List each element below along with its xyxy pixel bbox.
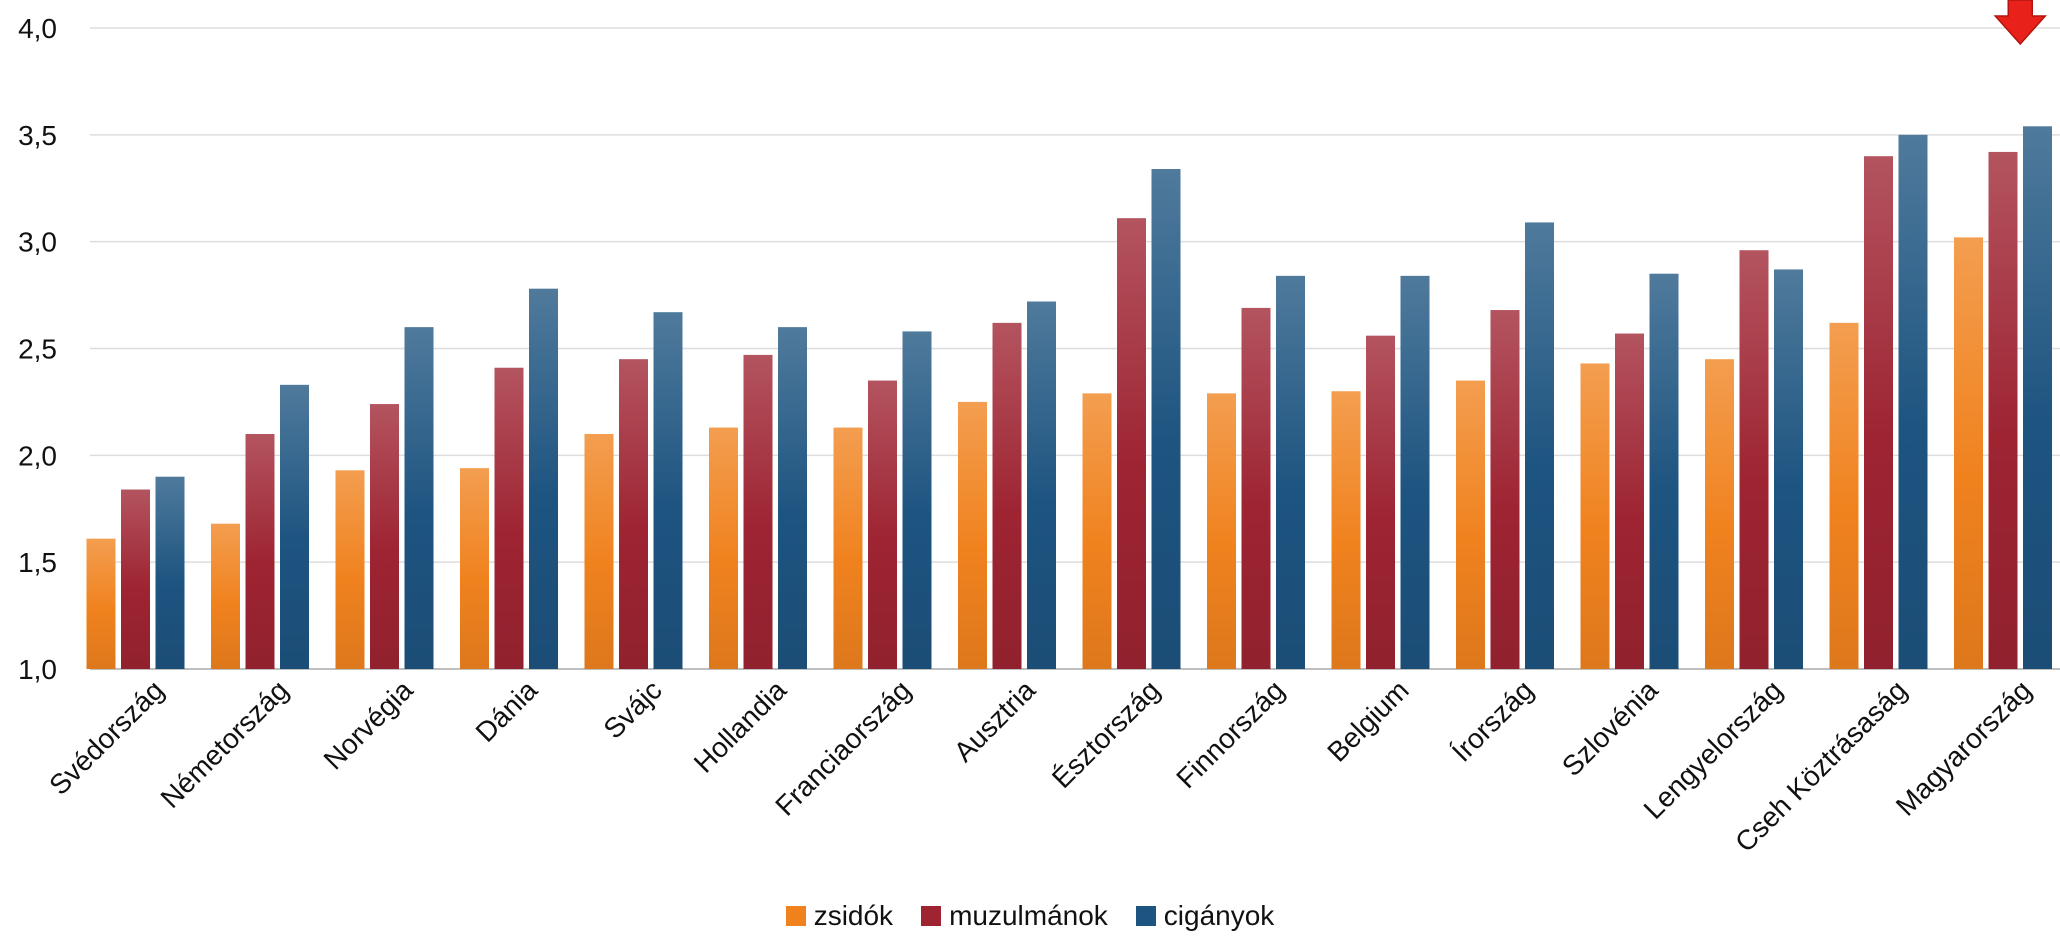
y-tick-label: 3,5 <box>18 120 57 151</box>
legend-label: zsidók <box>813 900 894 931</box>
bar-cigányok <box>1774 269 1803 669</box>
bar-muzulmánok <box>1864 156 1893 669</box>
bar-zsidók <box>958 401 987 669</box>
bar-muzulmánok <box>1366 335 1395 669</box>
bar-zsidók <box>584 433 614 669</box>
bar-cigányok <box>1276 275 1305 669</box>
bar-muzulmánok <box>868 380 897 669</box>
annotations <box>1993 0 2047 46</box>
x-tick-label: Szlovénia <box>1556 674 1664 782</box>
bar-cigányok <box>280 384 309 669</box>
bar-cigányok <box>404 327 434 669</box>
x-tick-label: Hollandia <box>688 674 793 779</box>
y-tick-label: 3,0 <box>18 227 57 258</box>
bar-zsidók <box>1829 322 1859 669</box>
bar-zsidók <box>1580 363 1610 669</box>
bar-cigányok <box>1898 134 1928 670</box>
bar-muzulmánok <box>1739 250 1769 670</box>
bar-cigányok <box>902 331 932 669</box>
bar-zsidók <box>1456 380 1485 669</box>
bar-zsidók <box>709 427 738 669</box>
bar-cigányok <box>1400 275 1430 669</box>
legend-swatch <box>785 906 806 926</box>
bar-muzulmánok <box>1117 218 1146 669</box>
legend-swatch <box>921 906 942 926</box>
bar-cigányok <box>2023 126 2052 669</box>
bar-zsidók <box>1954 237 1983 670</box>
x-tick-label: Írország <box>1446 674 1539 767</box>
legend-item: cigányok <box>1135 900 1275 932</box>
legend-item: zsidók <box>785 900 894 932</box>
bar-cigányok <box>1649 273 1679 669</box>
bar-muzulmánok <box>245 433 275 669</box>
bar-muzulmánok <box>619 359 648 669</box>
y-tick-label: 1,5 <box>18 547 57 578</box>
bar-cigányok <box>1525 222 1554 670</box>
bar-zsidók <box>1705 359 1734 669</box>
bar-zsidók <box>211 523 240 669</box>
bar-zsidók <box>1331 391 1361 669</box>
bar-zsidók <box>460 468 489 669</box>
x-tick-label: Észtország <box>1046 674 1166 794</box>
bar-muzulmánok <box>494 367 524 669</box>
x-tick-label: Ausztria <box>948 674 1042 768</box>
legend-label: cigányok <box>1163 900 1275 931</box>
down-arrow-icon <box>1993 0 2047 46</box>
bar-muzulmánok <box>1241 307 1271 669</box>
bar-cigányok <box>1027 301 1056 669</box>
bar-muzulmánok <box>1988 151 2018 670</box>
x-tick-label: Svájc <box>597 674 667 744</box>
bar-zsidók <box>86 538 116 669</box>
bar-cigányok <box>1151 169 1181 669</box>
x-tick-label: Németország <box>155 674 295 814</box>
bar-zsidók <box>1082 393 1112 669</box>
y-tick-label: 4,0 <box>18 13 57 44</box>
x-tick-label: Norvégia <box>318 674 419 775</box>
bars <box>86 126 2052 670</box>
legend-swatch <box>1135 906 1156 926</box>
x-tick-label: Svédország <box>43 674 169 800</box>
bar-zsidók <box>1207 393 1236 669</box>
bar-muzulmánok <box>121 489 150 669</box>
legend-label: muzulmánok <box>949 900 1108 931</box>
y-axis-ticks: 1,0 1,5 2,0 2,5 3,0 3,5 4,0 <box>18 13 57 685</box>
bar-muzulmánok <box>743 354 773 669</box>
bar-cigányok <box>155 476 185 669</box>
legend: zsidók muzulmánok cigányok <box>0 896 2060 936</box>
bar-muzulmánok <box>992 322 1022 669</box>
bar-zsidók <box>833 427 863 669</box>
x-tick-label: Belgium <box>1321 674 1414 767</box>
x-tick-label: Finnország <box>1170 674 1290 794</box>
y-tick-label: 2,0 <box>18 440 57 471</box>
legend-item: muzulmánok <box>921 900 1108 932</box>
y-tick-label: 1,0 <box>18 654 57 685</box>
bar-cigányok <box>653 312 683 669</box>
bar-muzulmánok <box>1615 333 1644 669</box>
y-tick-label: 2,5 <box>18 334 57 365</box>
bar-muzulmánok <box>1490 310 1520 669</box>
bar-cigányok <box>778 327 807 669</box>
bar-zsidók <box>335 470 365 669</box>
bar-cigányok <box>529 288 558 669</box>
bar-muzulmánok <box>370 404 399 669</box>
x-tick-label: Dánia <box>470 674 544 748</box>
